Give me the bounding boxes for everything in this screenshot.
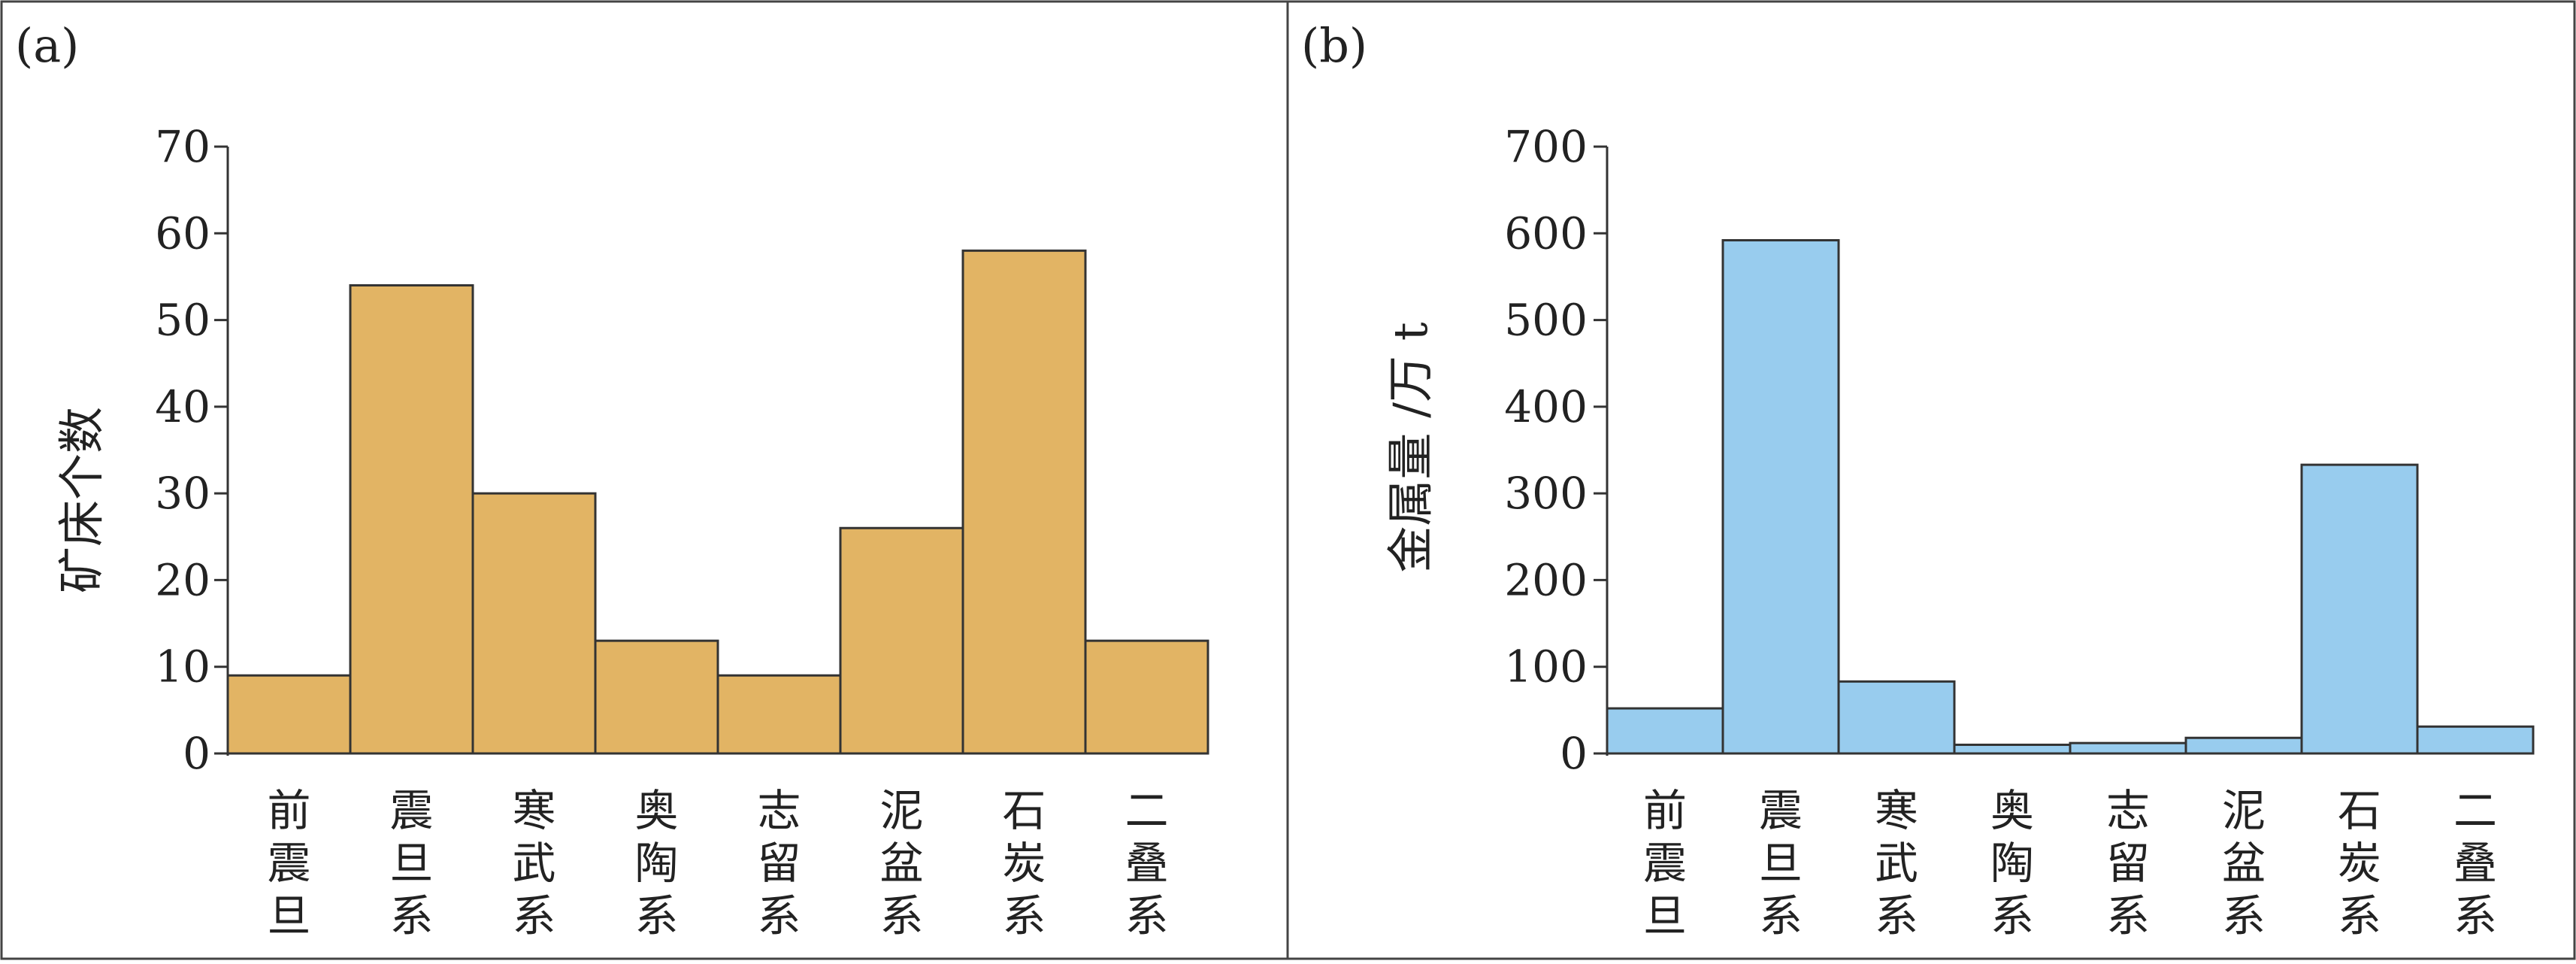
bar-7 (961, 249, 1087, 755)
category-label: 前震旦 (267, 785, 310, 941)
bar-2 (349, 283, 474, 755)
category-label: 泥盆系 (2222, 785, 2266, 941)
panel-b-label: (b) (1301, 18, 1367, 73)
panel-a-label: (a) (15, 18, 79, 73)
panel-b-ylabel: 金属量 /万 t (1383, 322, 1438, 572)
panel-a-categories: 前震旦 震旦系 寒武系 奥陶系 志留系 泥盆系 石炭系 二叠系 (267, 785, 1168, 941)
category-label: 石炭系 (2338, 785, 2381, 941)
y-tick-label: 400 (1504, 381, 1588, 432)
category-label: 奥陶系 (1990, 785, 2034, 941)
y-tick-label: 0 (1560, 728, 1588, 779)
category-label: 寒武系 (512, 785, 555, 941)
y-tick-label: 50 (155, 295, 210, 346)
y-tick-label: 20 (155, 554, 210, 605)
category-label: 震旦系 (389, 785, 433, 941)
y-tick-label: 10 (155, 641, 210, 693)
bar-3 (471, 492, 597, 755)
bar-8 (2416, 725, 2535, 755)
y-tick-label: 700 (1504, 121, 1588, 172)
panel-a-ylabel: 矿床个数 (54, 407, 109, 593)
y-tick-label: 0 (183, 728, 210, 779)
category-label: 泥盆系 (879, 785, 923, 941)
panel-a: (a) 矿床个数 0 10 20 30 40 50 60 70 前震旦 震旦系 寒武系 奥陶系 志留系… (15, 18, 1209, 941)
y-tick-label: 100 (1504, 641, 1588, 693)
bar-5 (716, 674, 842, 755)
bar-4 (1953, 743, 2072, 755)
bar-1 (226, 674, 352, 755)
y-tick-label: 30 (155, 468, 210, 519)
y-tick-label: 500 (1504, 295, 1588, 346)
category-label: 震旦系 (1759, 785, 1803, 941)
category-label: 前震旦 (1643, 785, 1687, 941)
category-label: 二叠系 (2453, 785, 2497, 941)
y-tick-label: 60 (155, 208, 210, 259)
category-label: 志留系 (757, 785, 801, 941)
bar-8 (1084, 639, 1209, 755)
y-tick-label: 600 (1504, 208, 1588, 259)
panel-a-bars (226, 249, 1209, 755)
bar-6 (839, 526, 964, 755)
panel-b-categories: 前震旦 震旦系 寒武系 奥陶系 志留系 泥盆系 石炭系 二叠系 (1643, 785, 2497, 941)
y-tick-label: 40 (155, 381, 210, 432)
y-tick-label: 300 (1504, 468, 1588, 519)
y-tick-label: 70 (155, 121, 210, 172)
panel-b: (b) 金属量 /万 t 0 100 200 300 400 500 600 700 前震旦 震… (1301, 18, 2535, 941)
panel-b-ticks: 0 100 200 300 400 500 600 700 (1504, 121, 1607, 779)
category-label: 石炭系 (1002, 785, 1046, 941)
category-label: 志留系 (2106, 785, 2150, 941)
category-label: 奥陶系 (634, 785, 678, 941)
y-tick-label: 200 (1504, 554, 1588, 605)
bar-2 (1721, 239, 1840, 755)
panel-b-bars (1606, 239, 2535, 755)
bar-3 (1837, 680, 1956, 755)
bar-7 (2300, 463, 2419, 755)
category-label: 二叠系 (1125, 785, 1168, 941)
category-label: 寒武系 (1875, 785, 1918, 941)
bar-4 (594, 639, 719, 755)
bar-1 (1606, 707, 1724, 755)
panel-a-ticks: 0 10 20 30 40 50 60 70 (155, 121, 228, 779)
bar-6 (2184, 736, 2303, 755)
bar-5 (2069, 741, 2187, 755)
